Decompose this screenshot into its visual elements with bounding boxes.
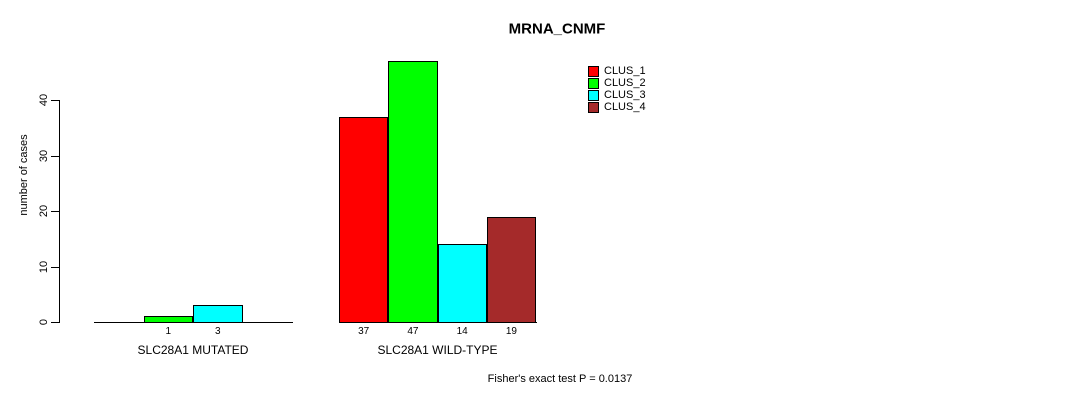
chart-title: MRNA_CNMF [508, 20, 606, 38]
legend-item: CLUS_1 [588, 65, 646, 77]
y-tick [51, 155, 59, 157]
bar-value-label: 14 [456, 326, 468, 337]
bar-value-label: 47 [407, 326, 419, 337]
bar [486, 216, 536, 323]
legend: CLUS_1 CLUS_2 CLUS_3 CLUS_4 [588, 65, 646, 113]
bar [193, 305, 243, 323]
y-axis-label: number of cases [18, 134, 30, 216]
y-tick [51, 100, 59, 101]
y-tick [51, 211, 59, 212]
group-label: SLC28A1 WILD-TYPE [377, 343, 498, 357]
y-tick [51, 266, 59, 268]
legend-label: CLUS_3 [604, 89, 646, 101]
pvalue-annotation: Fisher's exact test P = 0.0137 [487, 373, 633, 385]
bar [388, 61, 438, 323]
legend-label: CLUS_2 [604, 77, 646, 89]
y-tick-label: 20 [38, 204, 50, 218]
legend-item: CLUS_2 [588, 77, 646, 89]
y-tick-label: 30 [38, 149, 50, 162]
legend-item: CLUS_3 [588, 89, 646, 101]
y-tick [51, 322, 59, 323]
legend-label: CLUS_4 [604, 101, 646, 113]
y-tick-label: 0 [38, 318, 50, 326]
bar-value-label: 37 [358, 326, 370, 337]
bar-value-label: 19 [505, 326, 517, 337]
y-tick-label: 10 [38, 260, 50, 273]
y-tick-label: 40 [38, 93, 50, 107]
legend-swatch [588, 89, 599, 101]
bar-value-label: 1 [165, 326, 172, 337]
legend-item: CLUS_4 [588, 101, 646, 113]
legend-swatch [588, 77, 599, 89]
legend-label: CLUS_1 [604, 65, 646, 77]
bar [437, 244, 487, 323]
bar-value-label: 3 [214, 326, 221, 337]
group-label: SLC28A1 MUTATED [137, 343, 249, 357]
bar [143, 316, 193, 323]
y-axis-line [59, 100, 60, 323]
bar [339, 116, 389, 323]
legend-swatch [588, 101, 599, 113]
legend-swatch [588, 65, 599, 77]
